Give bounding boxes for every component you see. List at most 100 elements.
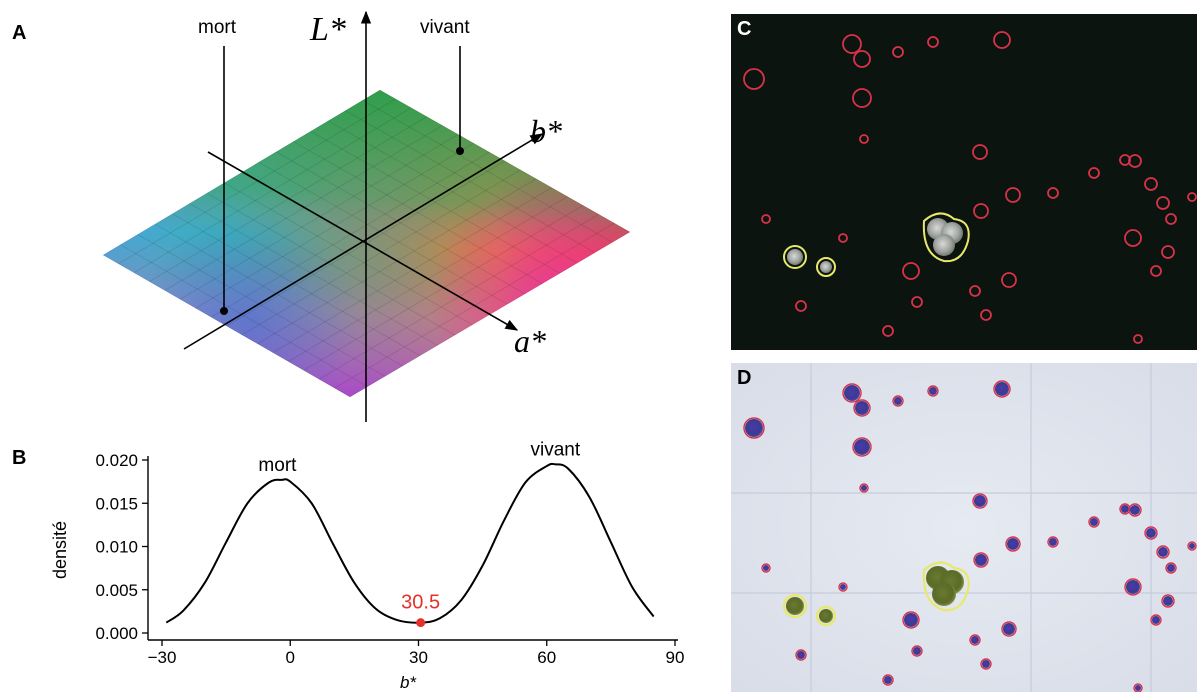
dead-cell bbox=[1003, 623, 1015, 635]
dead-cell-outline bbox=[993, 31, 1011, 49]
dead-cell bbox=[844, 385, 860, 401]
dead-cell bbox=[913, 647, 921, 655]
dead-cell bbox=[995, 382, 1009, 396]
dead-cell-outline bbox=[1128, 154, 1142, 168]
colorspace-svg: L* b* a* mort vivant bbox=[103, 10, 630, 422]
dead-cell-outline bbox=[1001, 272, 1017, 288]
dead-cell-outline bbox=[882, 674, 894, 686]
y-tick-label: 0.015 bbox=[95, 494, 138, 513]
dead-cell bbox=[971, 636, 979, 644]
dead-cell-outline bbox=[1187, 541, 1197, 551]
dead-cell bbox=[840, 584, 846, 590]
density-chart-svg: 0.000 0.005 0.010 0.015 0.020 −30 0 30 60 90 30.… bbox=[50, 439, 685, 692]
dead-cell-outline bbox=[853, 50, 871, 68]
panel-label-a: A bbox=[12, 22, 27, 44]
dead-cell-outline bbox=[842, 34, 862, 54]
x-axis-label: b* bbox=[400, 673, 417, 692]
dead-cell-outline bbox=[1133, 334, 1143, 344]
b-axis bbox=[183, 133, 544, 350]
dead-cell-outline bbox=[1128, 503, 1142, 517]
dead-cell-outline bbox=[1150, 614, 1162, 626]
panel-label-b: B bbox=[12, 447, 27, 469]
dead-cell-outline bbox=[980, 658, 992, 670]
dead-cell-outline bbox=[1124, 229, 1142, 247]
dead-cell bbox=[975, 554, 987, 566]
x-tick-label: −30 bbox=[148, 648, 177, 667]
dead-cell bbox=[982, 660, 990, 668]
alive-cell-body bbox=[819, 609, 833, 623]
y-tick-label: 0.000 bbox=[95, 624, 138, 643]
dead-cell-outline bbox=[795, 649, 807, 661]
dead-cell-outline bbox=[838, 233, 848, 243]
dead-cell bbox=[1163, 596, 1173, 606]
dead-cell-outline bbox=[969, 634, 981, 646]
dead-cell bbox=[1126, 580, 1140, 594]
dead-cell-outline bbox=[1187, 192, 1197, 202]
annotation-alive: vivant bbox=[530, 440, 580, 460]
dead-cell-outline bbox=[761, 214, 771, 224]
segmentation-image: C bbox=[731, 14, 1197, 350]
panel-label-c: C bbox=[737, 18, 752, 40]
dead-cell-outline bbox=[1047, 187, 1059, 199]
threshold-marker bbox=[416, 618, 426, 628]
dead-cell-outline bbox=[859, 483, 869, 493]
dead-cell bbox=[1189, 543, 1195, 549]
dead-cell-outline bbox=[972, 144, 988, 160]
dead-cell-outline bbox=[927, 36, 939, 48]
y-axis-label: densité bbox=[50, 521, 70, 579]
dead-cell-outline bbox=[743, 417, 765, 439]
dead-cell bbox=[1090, 518, 1098, 526]
alive-cell-body bbox=[787, 249, 803, 265]
alive-cell-outline bbox=[816, 257, 836, 277]
dead-cell bbox=[763, 565, 769, 571]
dead-cell-outline bbox=[902, 611, 920, 629]
dead-cell-outline bbox=[1047, 536, 1059, 548]
dead-cell-outline bbox=[761, 563, 771, 573]
dead-cell-outline bbox=[852, 437, 872, 457]
axis-l-label: L* bbox=[309, 11, 346, 48]
dead-cell-outline bbox=[892, 395, 904, 407]
alive-marker bbox=[456, 147, 464, 155]
segmentation-svg bbox=[743, 31, 1197, 344]
dead-cell-outline bbox=[1088, 516, 1100, 528]
dead-cell-outline bbox=[1161, 245, 1175, 259]
alive-label: vivant bbox=[420, 17, 470, 38]
dead-cell-outline bbox=[1119, 503, 1131, 515]
dead-cell bbox=[929, 387, 937, 395]
dead-cell bbox=[1130, 505, 1140, 515]
dead-cell-outline bbox=[1156, 196, 1170, 210]
x-tick-label: 90 bbox=[666, 648, 685, 667]
dead-cell bbox=[1135, 685, 1141, 691]
x-ticks: −30 0 30 60 90 bbox=[148, 640, 685, 667]
annotation-dead: mort bbox=[258, 455, 297, 476]
dead-cell-outline bbox=[902, 262, 920, 280]
dead-cell bbox=[894, 397, 902, 405]
dead-cell-outline bbox=[1161, 594, 1175, 608]
colorspace-diagram: L* b* a* mort vivant bbox=[0, 0, 700, 430]
dead-cell bbox=[1167, 564, 1175, 572]
dead-cell-outline bbox=[1119, 154, 1131, 166]
dead-cell-outline bbox=[911, 645, 923, 657]
dead-cell-outline bbox=[969, 285, 981, 297]
dead-cell-outline bbox=[1165, 213, 1177, 225]
dead-cell-outline bbox=[972, 493, 988, 509]
dead-cell-outline bbox=[1005, 187, 1021, 203]
dead-cell bbox=[861, 485, 867, 491]
y-ticks: 0.000 0.005 0.010 0.015 0.020 bbox=[95, 451, 148, 643]
dead-cell-outline bbox=[1124, 578, 1142, 596]
dead-cell-outline bbox=[859, 134, 869, 144]
dead-cell bbox=[1049, 538, 1057, 546]
dead-cell-outline bbox=[852, 88, 872, 108]
dead-cell-outline bbox=[1150, 265, 1162, 277]
threshold-label: 30.5 bbox=[401, 592, 440, 614]
dead-cell-outline bbox=[795, 300, 807, 312]
dead-cell-outline bbox=[911, 296, 923, 308]
dead-cell-outline bbox=[1144, 526, 1158, 540]
dead-marker bbox=[220, 307, 228, 315]
dead-cell-outline bbox=[882, 325, 894, 337]
dead-cell-outline bbox=[838, 582, 848, 592]
y-tick-label: 0.005 bbox=[95, 581, 138, 600]
alive-cell-cluster bbox=[922, 212, 970, 263]
alive-cell-body bbox=[786, 597, 804, 615]
dead-cell-outline bbox=[1133, 683, 1143, 692]
